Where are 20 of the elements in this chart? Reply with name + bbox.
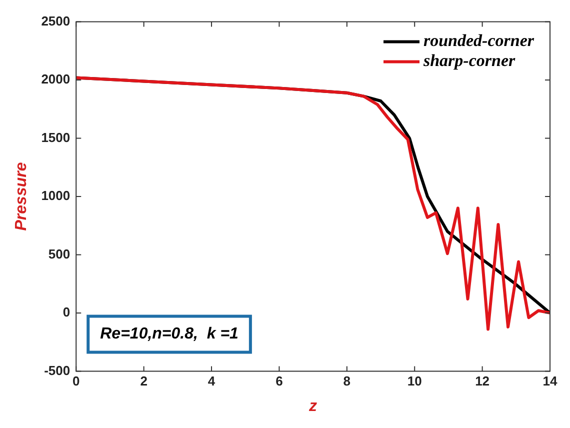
y-tick-label: 2000	[41, 72, 70, 87]
y-tick-label: 2500	[41, 13, 70, 28]
legend-label: sharp-corner	[422, 51, 516, 70]
x-tick-label: 0	[72, 374, 80, 389]
y-tick-label: 0	[62, 304, 70, 320]
legend-label: rounded-corner	[423, 31, 534, 50]
annotation: Re=10,n=0.8, k =1	[100, 326, 239, 343]
y-tick-label: 1000	[41, 188, 70, 204]
x-tick-label: 8	[343, 374, 351, 389]
x-tick-label: 10	[407, 374, 422, 389]
y-tick-label: -500	[44, 362, 70, 378]
x-axis-title: z	[308, 398, 318, 415]
x-tick-label: 12	[475, 374, 490, 389]
x-tick-label: 14	[542, 374, 558, 389]
x-tick-label: 2	[140, 374, 148, 389]
y-axis-title: Pressure	[13, 162, 30, 231]
x-tick-label: 6	[276, 374, 283, 389]
x-tick-label: 4	[208, 374, 216, 389]
y-tick-label: 1500	[41, 130, 70, 145]
y-tick-label: 500	[48, 246, 70, 262]
